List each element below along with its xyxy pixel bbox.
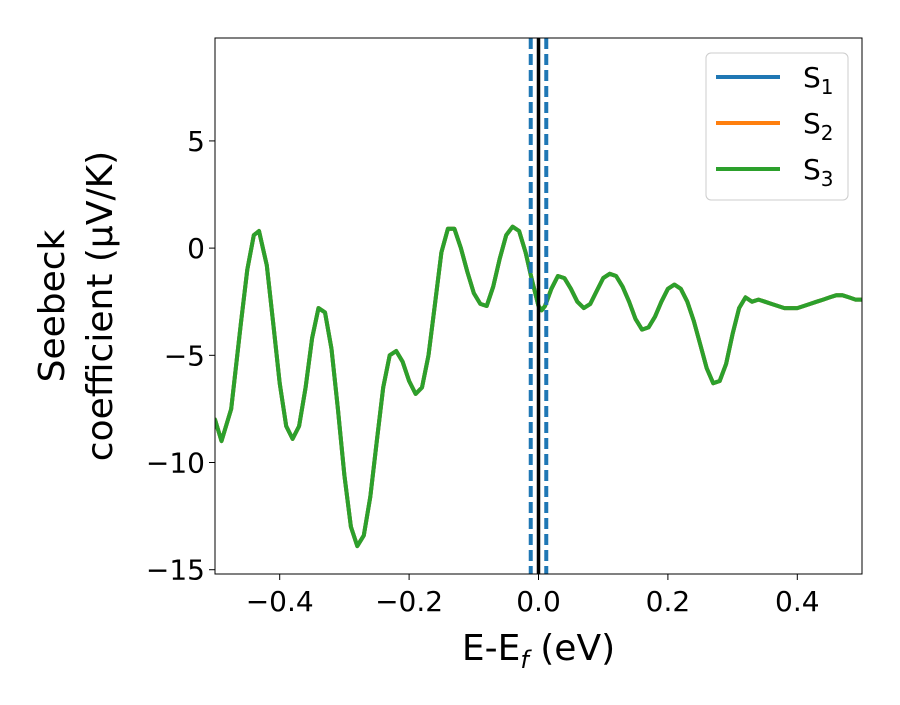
x-axis-title-unit: (eV) [529,628,615,669]
y-tick-label: 5 [187,125,205,158]
legend-label-s2: S2 [803,107,834,145]
y-tick-label: 0 [187,232,205,265]
legend-box [705,52,849,201]
x-tick-label: −0.4 [246,585,314,618]
axes: −0.4 −0.2 0.0 0.2 0.4 −15 −10 −5 0 5 [146,37,863,618]
x-tick-label: 0.2 [646,585,691,618]
y-tick-label: −10 [146,447,205,480]
legend-label-s3: S3 [803,153,834,191]
legend-label-s1: S1 [803,61,834,99]
y-tick-label: −15 [146,554,205,587]
legend-label-main: S [803,153,821,186]
x-tick-label: 0.4 [775,585,820,618]
x-tick-label: −0.2 [375,585,443,618]
x-tick-label: 0.0 [516,585,561,618]
y-axis-title-line2: coefficient (μV/K) [80,151,121,461]
x-axis-title-main: E-E [462,628,520,669]
y-axis-title-line1: Seebeck [32,229,73,382]
plot-area [215,38,862,574]
legend-label-main: S [803,107,821,140]
legend-label-sub: 1 [821,75,834,99]
y-tick-label: −5 [164,339,205,372]
legend-label-sub: 2 [821,121,834,145]
series-line-s3 [215,224,862,549]
legend-label-main: S [803,61,821,94]
legend-label-sub: 3 [821,167,834,191]
x-axis-title: E-Ef (eV) [462,628,615,674]
